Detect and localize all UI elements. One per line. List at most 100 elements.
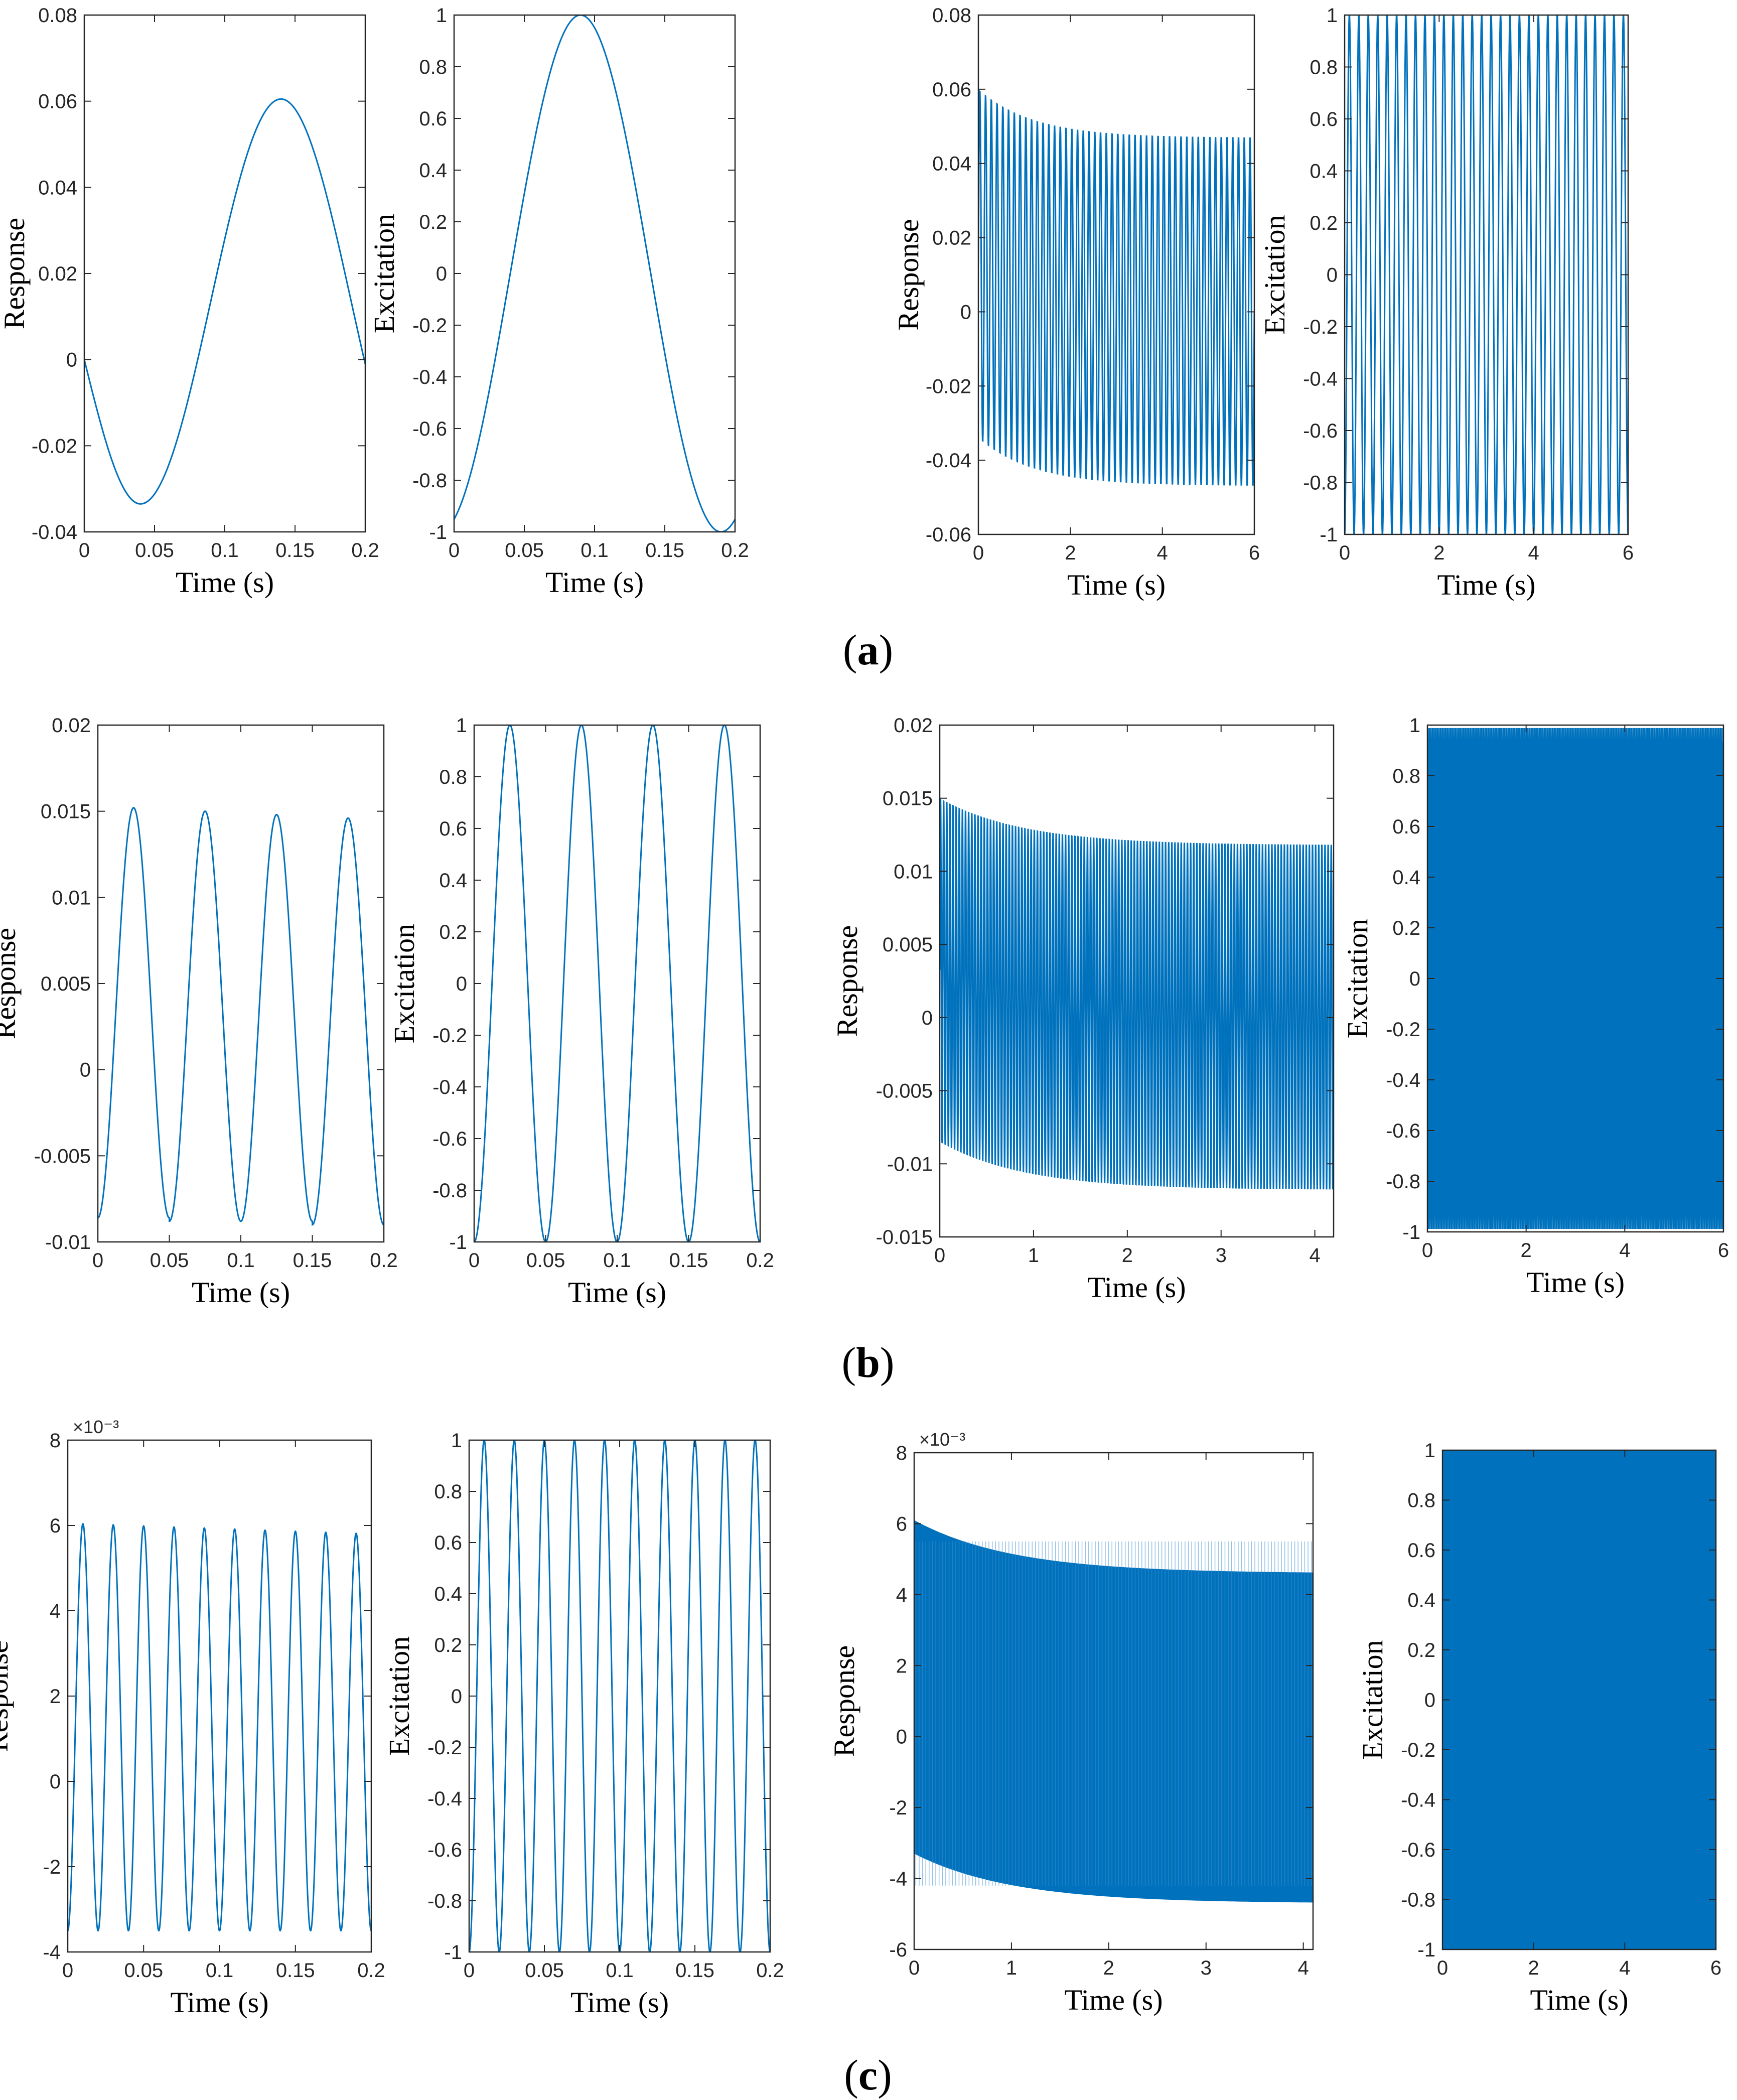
axes-box-a2 [453,14,736,533]
y-tick-label: -2 [43,1856,61,1878]
y-tick-label: 8 [50,1430,61,1452]
x-tick-label: 0 [92,1249,103,1272]
x-tick-label: 6 [1249,542,1260,564]
chart-b3: 0 1 2 3 4 -0.015 -0.01 -0.005 0 0.005 0.01 0.015 0.0… [831,715,1335,1304]
x-tick-label: 0.05 [135,539,174,562]
y-tick-label: -0.6 [1386,1120,1420,1142]
x-tick-label: 1 [1028,1244,1039,1267]
x-tick-label: 0.05 [526,1249,565,1272]
y-tick-label: 0.015 [883,788,933,810]
y-tick-label: -0.8 [412,470,447,492]
y-tick-label: 0.2 [439,921,467,943]
y-axis-label: Response [828,1645,860,1757]
line-a2 [454,15,735,532]
y-tick-label: 2 [896,1655,907,1677]
line-c2 [469,1440,770,1952]
y-tick-label: 0 [922,1007,933,1029]
x-tick-label: 0 [1422,1239,1433,1262]
line-b4 [1427,728,1723,1229]
band-c4 [1442,1450,1716,1949]
y-axis-label: Response [831,925,863,1037]
x-axis-label: Time (s) [1064,1984,1163,2016]
x-tick-label: 0 [79,539,90,562]
y-tick-label: 0.02 [38,263,77,285]
y-tick-label: -1 [449,1231,467,1253]
y-tick-label: 4 [50,1600,61,1622]
x-axis-label: Time (s) [568,1276,666,1309]
y-axis-label: Excitation [388,924,420,1043]
y-tick-label: 0 [50,1771,61,1793]
series-c2 [469,1440,770,1952]
chart-a1: 0 0.05 0.1 0.15 0.2 -0.04 -0.02 0 0.02 0.04 0.06 0.… [0,5,379,599]
y-axis-label: Response [0,1640,14,1752]
y-tick-label: 0.8 [1392,765,1420,787]
y-tick-label: 0 [451,1686,462,1708]
chart-c3: 0 1 2 3 4 -6 -4 -2 0 2 4 6 8 ×10⁻³ Time (s) Response [828,1429,1314,2016]
x-tick-label: 0.1 [581,539,609,562]
x-tick-label: 0.15 [645,539,684,562]
series-c3 [914,1520,1313,1903]
y-tick-label: 0.4 [1310,161,1338,183]
y-axis-label: Response [0,218,31,329]
x-tick-label: 0 [1437,1957,1448,1979]
y-tick-label: 0.02 [932,227,971,249]
axes-box-a4 [1344,14,1629,535]
y-tick-label: -0.6 [412,418,447,440]
x-tick-label: 0.1 [603,1249,631,1272]
y-tick-label: -1 [1417,1939,1435,1961]
y-tick-label: -0.4 [432,1076,467,1098]
y-tick-label: 0.02 [894,715,933,737]
y-tick-label: 0.6 [419,108,447,130]
y-tick-label: 0.8 [1407,1490,1435,1512]
y-exponent-label: ×10⁻³ [919,1429,965,1450]
y-tick-label: 0.04 [932,153,971,175]
x-tick-label: 0.2 [746,1249,774,1272]
x-axis-label: Time (s) [1526,1266,1625,1299]
y-tick-label: 0.06 [932,79,971,101]
x-tick-label: 0.05 [150,1249,189,1272]
x-axis-label: Time (s) [1437,569,1535,601]
x-tick-label: 0.15 [293,1249,332,1272]
y-tick-label: -1 [1320,524,1338,546]
y-tick-label: -0.02 [32,435,77,457]
x-tick-label: 0.15 [276,1959,315,1982]
y-tick-label: -6 [889,1939,907,1961]
chart-c1: 0 0.05 0.1 0.15 0.2 -4 -2 0 2 4 6 8 ×10⁻³ Time (s) Res… [0,1417,385,2019]
y-tick-label: 0.01 [52,887,91,909]
axes-box-c2 [468,1439,771,1953]
x-tick-label: 4 [1157,542,1168,564]
y-tick-label: -0.8 [432,1180,467,1202]
y-tick-label: -1 [444,1941,462,1964]
y-tick-label: 2 [50,1686,61,1708]
y-tick-label: -1 [429,521,447,543]
y-tick-label: 0 [66,349,77,371]
y-tick-label: -0.06 [926,524,971,546]
y-tick-label: -0.6 [427,1839,462,1861]
y-tick-label: -0.8 [1303,472,1338,494]
x-tick-label: 0 [464,1959,475,1982]
x-tick-label: 4 [1619,1239,1630,1262]
y-tick-label: 0.8 [419,56,447,78]
line-a3 [978,90,1254,486]
x-axis-label: Time (s) [1067,569,1166,601]
chart-c4: 0 2 4 6 -1 -0.8 -0.6 -0.4 -0.2 0 0.2 0.4 0.6 0.8 1 Time… [1356,1440,1721,2016]
y-tick-label: 0.8 [439,766,467,788]
y-tick-label: -0.04 [32,521,77,543]
line-a1 [84,98,365,505]
axes-box-c1 [67,1439,372,1953]
y-tick-label: -4 [889,1868,907,1890]
x-tick-label: 0.1 [606,1959,634,1982]
y-tick-label: 0.8 [434,1481,462,1503]
y-tick-label: -2 [889,1797,907,1819]
y-tick-label: 6 [50,1515,61,1537]
y-tick-label: 0.005 [41,973,91,995]
line-a4 [1345,15,1628,534]
y-tick-label: 0 [456,973,467,995]
y-tick-label: 0.4 [419,160,447,182]
y-tick-label: 0 [960,301,971,323]
y-tick-label: -0.01 [887,1153,933,1175]
x-axis-label: Time (s) [545,566,644,599]
y-tick-label: 0.4 [439,870,467,892]
x-axis-label: Time (s) [1087,1271,1186,1304]
y-tick-label: -0.005 [34,1145,91,1167]
